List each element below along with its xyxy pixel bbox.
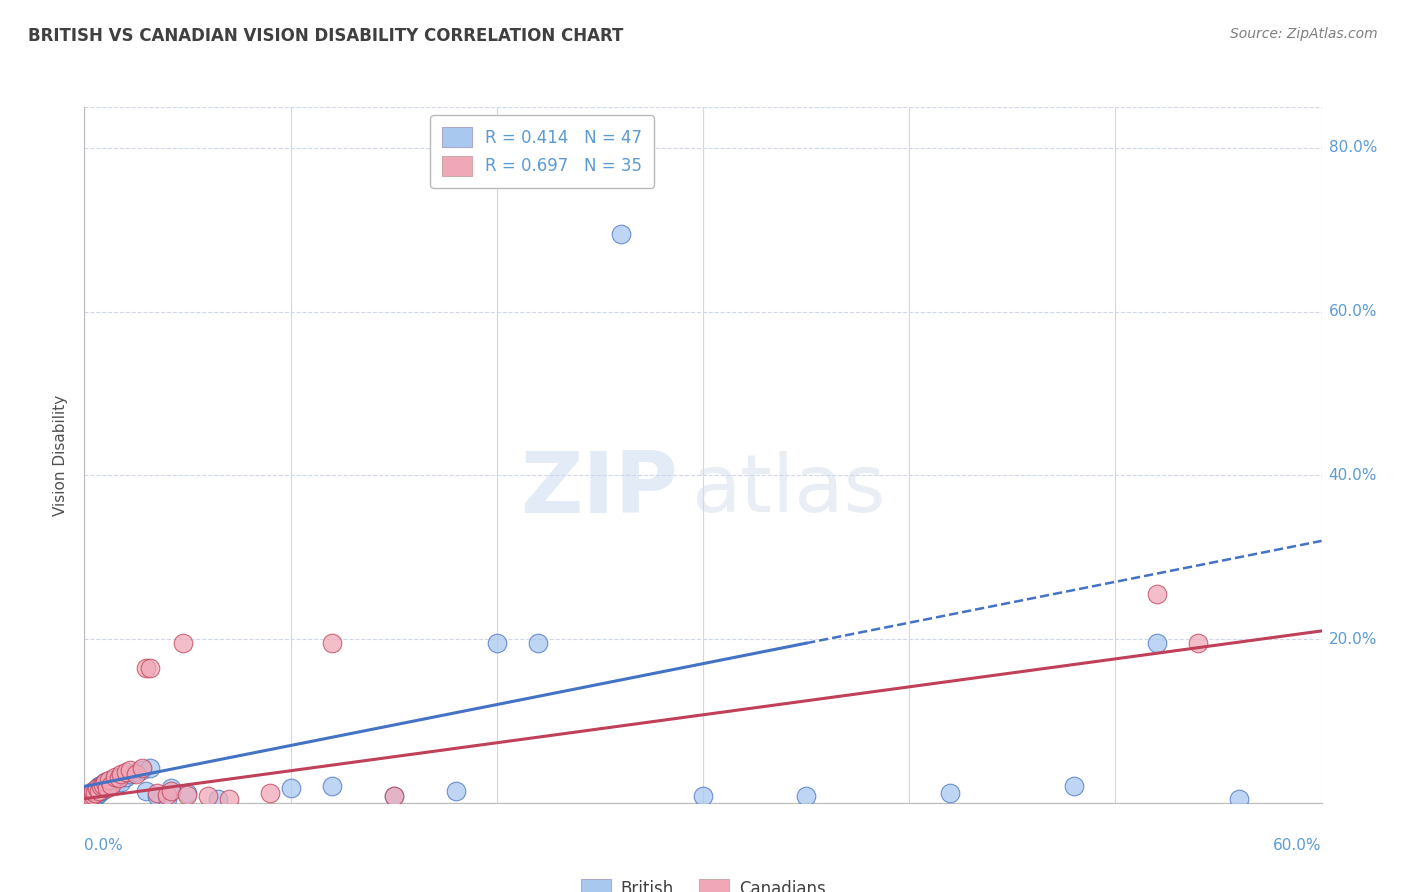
Point [94,780,117,795]
Point [110,775,132,789]
Point [100,772,122,787]
Point [259,786,281,800]
Text: 80.0%: 80.0% [1329,140,1376,155]
Point [444,783,467,797]
Point [176,788,198,802]
Point [114,764,136,779]
Y-axis label: Vision Disability: Vision Disability [53,394,69,516]
Point [1146,636,1168,650]
Text: atlas: atlas [690,450,884,529]
Legend: British, Canadians: British, Canadians [574,872,832,892]
Point [86,780,108,795]
Point [77,789,100,804]
Point [207,791,229,805]
Point [118,763,141,777]
Point [172,636,194,650]
Point [100,778,122,792]
Point [692,789,714,804]
Point [1146,587,1168,601]
Point [939,786,962,800]
Point [87,786,110,800]
Point [90,780,112,794]
Point [218,791,240,805]
Point [86,780,108,795]
Point [87,780,110,794]
Point [105,771,128,785]
Point [77,790,100,805]
Text: 20.0%: 20.0% [1329,632,1376,647]
Text: Source: ZipAtlas.com: Source: ZipAtlas.com [1230,27,1378,41]
Point [77,792,100,806]
Point [609,227,631,241]
Point [135,661,157,675]
Point [96,780,118,795]
Text: BRITISH VS CANADIAN VISION DISABILITY CORRELATION CHART: BRITISH VS CANADIAN VISION DISABILITY CO… [28,27,623,45]
Point [83,789,105,804]
Point [527,636,550,650]
Point [79,788,101,802]
Point [90,784,112,798]
Point [135,783,157,797]
Point [98,772,121,787]
Point [91,782,114,797]
Point [131,761,153,775]
Point [1227,791,1250,805]
Point [86,788,108,802]
Point [91,778,114,792]
Point [156,788,179,802]
Point [176,786,198,800]
Point [125,764,148,779]
Text: 0.0%: 0.0% [84,838,124,854]
Point [98,780,121,794]
Point [108,771,131,785]
Point [794,789,817,804]
Point [79,791,101,805]
Point [382,789,405,804]
Point [87,783,110,797]
Point [321,636,343,650]
Point [382,789,405,804]
Text: 60.0%: 60.0% [1274,838,1322,854]
Point [485,636,508,650]
Point [1063,780,1085,794]
Text: 40.0%: 40.0% [1329,468,1376,483]
Text: ZIP: ZIP [520,448,678,532]
Point [83,783,105,797]
Point [82,788,104,802]
Point [125,767,148,781]
Point [145,786,167,800]
Text: 60.0%: 60.0% [1329,304,1376,319]
Point [94,775,117,789]
Point [139,661,162,675]
Point [280,780,302,795]
Point [321,780,343,794]
Point [114,770,136,784]
Point [90,778,112,792]
Point [160,783,183,797]
Point [82,786,104,800]
Point [82,783,104,797]
Point [156,791,179,805]
Point [75,794,97,808]
Point [83,786,105,800]
Point [94,775,117,789]
Point [75,793,97,807]
Point [104,778,127,792]
Point [131,763,153,777]
Point [145,789,167,804]
Point [82,790,104,805]
Point [197,789,219,804]
Point [160,780,183,795]
Point [1187,636,1209,650]
Point [139,761,162,775]
Point [118,767,141,781]
Point [79,789,101,804]
Point [104,770,127,784]
Point [110,767,132,781]
